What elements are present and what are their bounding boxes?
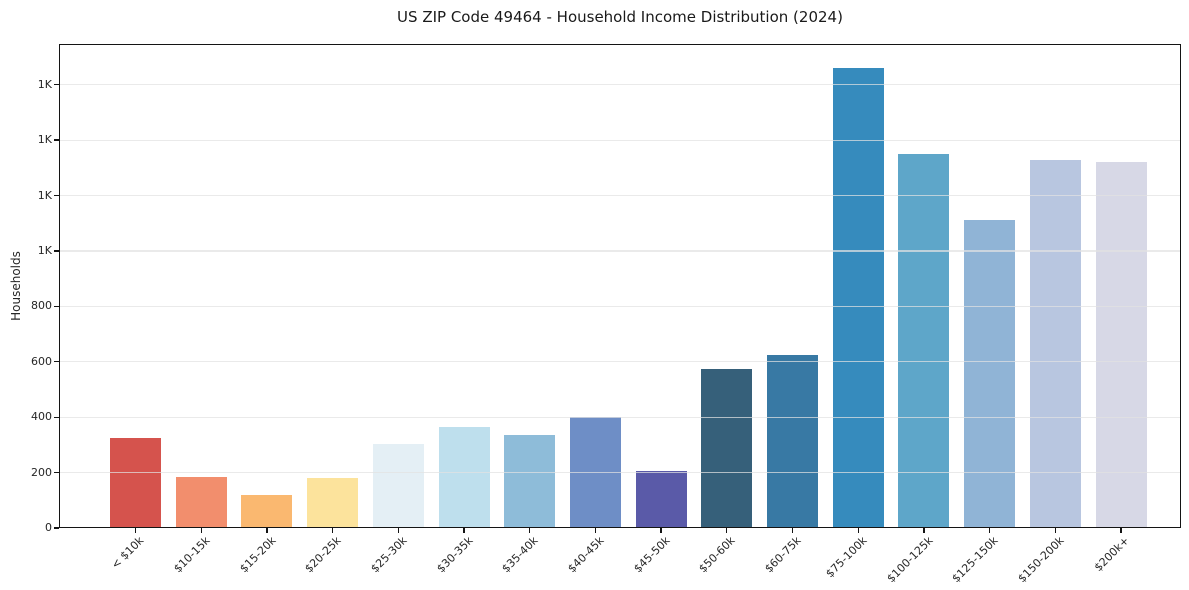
x-tick-mark bbox=[331, 528, 334, 533]
y-tick-mark bbox=[54, 194, 59, 197]
gridline bbox=[59, 361, 1181, 363]
x-tick-label: $25-30k bbox=[368, 534, 410, 576]
bar bbox=[701, 368, 753, 528]
y-tick-label: 1K bbox=[37, 77, 52, 91]
x-tick-label: $35-40k bbox=[499, 534, 541, 576]
gridline bbox=[59, 84, 1181, 86]
y-tick-mark bbox=[54, 250, 59, 252]
x-tick-label: < $10k bbox=[109, 534, 147, 572]
y-tick-mark bbox=[54, 139, 59, 141]
bar bbox=[635, 471, 687, 528]
x-tick-mark bbox=[791, 528, 794, 533]
x-tick-mark bbox=[463, 528, 465, 533]
x-tick-mark bbox=[923, 528, 925, 533]
x-tick-mark bbox=[1120, 528, 1122, 533]
x-tick-label: $50-60k bbox=[696, 534, 739, 576]
x-tick-label: $100-125k bbox=[883, 534, 936, 586]
gridline bbox=[59, 416, 1181, 418]
x-tick-mark bbox=[857, 528, 859, 533]
bar bbox=[504, 435, 556, 528]
x-tick-label: $30-35k bbox=[433, 534, 476, 576]
y-tick-label: 400 bbox=[31, 410, 52, 424]
gridline bbox=[59, 139, 1181, 141]
y-tick-mark bbox=[54, 416, 59, 418]
gridline bbox=[59, 250, 1181, 252]
x-tick-mark bbox=[594, 528, 597, 533]
bar bbox=[241, 494, 293, 528]
y-tick-label: 1K bbox=[37, 188, 52, 202]
bar bbox=[1095, 162, 1147, 528]
x-tick-label: $60-75k bbox=[762, 534, 804, 576]
x-tick-label: $45-50k bbox=[631, 534, 673, 576]
gridline bbox=[59, 194, 1181, 197]
gridline bbox=[59, 305, 1181, 307]
x-tick-label: $200k+ bbox=[1092, 534, 1133, 575]
bar bbox=[372, 443, 424, 528]
bar bbox=[110, 437, 161, 528]
x-tick-label: $150-200k bbox=[1015, 534, 1067, 586]
x-tick-label: $75-100k bbox=[823, 534, 870, 581]
bar bbox=[898, 153, 950, 528]
bar bbox=[438, 426, 490, 528]
x-tick-label: $20-25k bbox=[302, 534, 344, 576]
x-tick-mark bbox=[397, 528, 399, 533]
y-tick-mark bbox=[54, 471, 59, 474]
x-tick-mark bbox=[266, 528, 268, 533]
x-tick-mark bbox=[134, 528, 137, 533]
x-tick-mark bbox=[529, 528, 531, 533]
y-tick-label: 0 bbox=[45, 521, 52, 534]
x-tick-mark bbox=[660, 528, 662, 533]
bar bbox=[1029, 159, 1081, 528]
x-tick-label: $125-150k bbox=[949, 534, 1001, 586]
y-tick-mark bbox=[54, 305, 59, 307]
bar bbox=[767, 354, 818, 528]
y-tick-mark bbox=[54, 527, 59, 529]
bar bbox=[307, 478, 359, 528]
x-tick-mark bbox=[726, 528, 728, 533]
bar bbox=[832, 68, 884, 528]
x-tick-label: $15-20k bbox=[236, 534, 279, 576]
chart-title: US ZIP Code 49464 - Household Income Dis… bbox=[397, 8, 843, 26]
y-tick-label: 1K bbox=[37, 243, 52, 257]
y-tick-label: 600 bbox=[31, 354, 52, 368]
x-tick-mark bbox=[988, 528, 991, 533]
y-tick-label: 800 bbox=[31, 299, 52, 313]
x-tick-label: $10-15k bbox=[171, 534, 213, 576]
x-tick-mark bbox=[200, 528, 202, 533]
y-tick-mark bbox=[54, 84, 59, 86]
x-tick-label: $40-45k bbox=[565, 534, 607, 576]
y-tick-label: 1K bbox=[37, 133, 52, 147]
bar bbox=[964, 220, 1016, 528]
x-tick-mark bbox=[1054, 528, 1056, 533]
y-tick-label: 200 bbox=[31, 465, 52, 479]
y-tick-mark bbox=[54, 361, 59, 363]
bar bbox=[175, 476, 227, 528]
gridline bbox=[59, 471, 1181, 474]
